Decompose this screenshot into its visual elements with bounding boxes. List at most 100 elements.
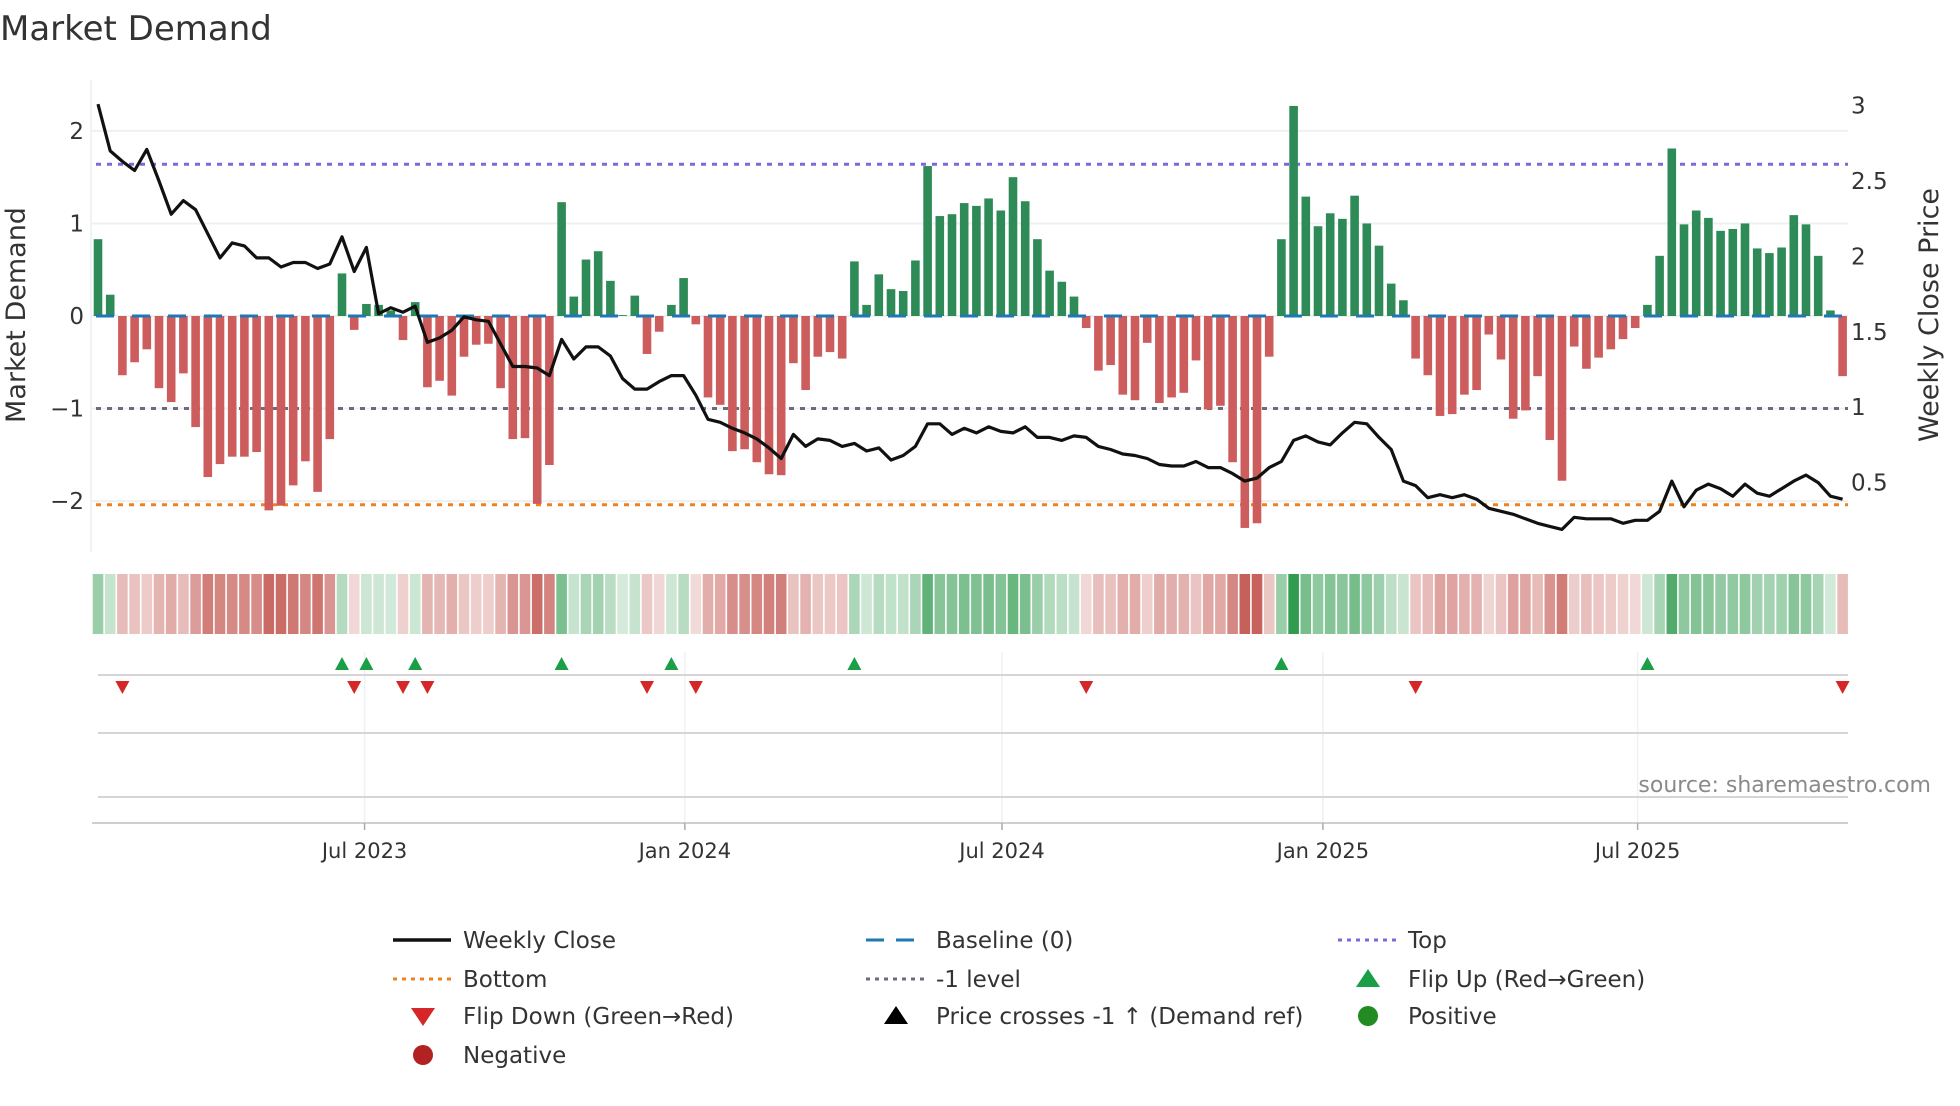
demand-bar: [1252, 316, 1262, 524]
demand-bar: [1081, 316, 1091, 329]
demand-bar: [1411, 316, 1420, 359]
heat-cell: [641, 574, 653, 634]
heat-cell: [629, 574, 641, 634]
demand-bar: [1362, 223, 1372, 316]
demand-bar: [715, 316, 725, 405]
heat-cell: [1434, 574, 1446, 634]
heat-cell: [446, 574, 458, 634]
heat-cell: [1080, 574, 1092, 634]
y2-tick-label: 0.5: [1851, 471, 1888, 497]
demand-bar: [1667, 148, 1677, 316]
heat-cell: [263, 574, 275, 634]
demand-bar: [1216, 316, 1225, 406]
demand-bar: [1789, 215, 1799, 316]
demand-bar: [1545, 316, 1555, 441]
heat-cell: [714, 574, 726, 634]
heat-cell: [1019, 574, 1031, 634]
heat-cell: [1154, 574, 1165, 634]
demand-bars: [93, 105, 1847, 528]
demand-bar: [1496, 316, 1506, 360]
heat-cell: [971, 574, 982, 634]
demand-bar: [1557, 316, 1567, 481]
demand-bar: [996, 210, 1006, 316]
heat-cell: [763, 574, 775, 634]
x-tick-label: Jul 2025: [1593, 839, 1680, 863]
demand-bar: [1728, 229, 1738, 316]
heat-cell: [727, 574, 738, 634]
demand-bar: [642, 316, 652, 354]
heat-cell: [1678, 574, 1690, 634]
demand-bar: [667, 304, 676, 316]
demand-bar: [1691, 210, 1701, 316]
demand-bar: [1264, 316, 1274, 357]
flip-up-marker: [664, 657, 679, 670]
demand-bar: [679, 278, 688, 316]
heat-cell: [1495, 574, 1507, 634]
flip-up-marker: [359, 657, 374, 670]
flip-down-marker: [1079, 681, 1094, 694]
demand-bar: [1582, 316, 1591, 369]
heat-cell: [1483, 574, 1495, 634]
demand-bar: [1020, 201, 1030, 316]
heat-cell: [1800, 574, 1812, 634]
legend: Weekly Close Baseline (0) Top Bottom -1 leve…: [393, 928, 1645, 1069]
heat-cell: [178, 574, 189, 634]
heat-cell: [1410, 574, 1421, 634]
demand-bar: [1191, 316, 1201, 361]
heat-cell: [1764, 574, 1775, 634]
heat-cell: [1385, 574, 1397, 634]
heat-cell: [897, 574, 909, 634]
heat-cell: [653, 574, 665, 634]
legend-triangle-down-icon: [411, 1008, 435, 1026]
legend-item: Positive: [1358, 1004, 1497, 1030]
demand-bar: [1716, 230, 1725, 316]
demand-bar: [1338, 218, 1347, 316]
y-tick-label: 1: [69, 211, 84, 237]
demand-bar: [1374, 245, 1384, 316]
heat-cell: [934, 574, 946, 634]
demand-bar: [1240, 316, 1250, 528]
legend-item: Price crosses -1 ↑ (Demand ref): [884, 1004, 1303, 1030]
heat-cell: [1215, 574, 1226, 634]
flip-down-marker: [1408, 681, 1423, 694]
demand-bar: [264, 316, 274, 511]
heat-cell: [397, 574, 409, 634]
heat-cell: [958, 574, 970, 634]
chart-title: Market Demand: [0, 9, 272, 49]
demand-bar: [886, 289, 896, 316]
demand-bar: [1630, 316, 1640, 329]
demand-bar: [1155, 316, 1164, 403]
demand-bar: [1289, 105, 1298, 316]
demand-bar: [105, 294, 115, 316]
demand-bar: [569, 296, 579, 316]
heat-cell: [617, 574, 628, 634]
demand-bar: [1069, 296, 1079, 316]
heat-cell: [922, 574, 933, 634]
heat-cell: [885, 574, 897, 634]
signal-panels: [92, 652, 1848, 824]
demand-bar: [459, 316, 469, 357]
heat-cell: [1300, 574, 1312, 634]
legend-triangle-up-icon: [1356, 969, 1380, 987]
heat-cell: [1105, 574, 1116, 634]
legend-item: Baseline (0): [866, 928, 1073, 954]
demand-bar: [1094, 316, 1103, 371]
demand-bar: [1826, 310, 1835, 316]
heat-cell: [1056, 574, 1068, 634]
y2-tick-label: 2.5: [1851, 169, 1888, 195]
demand-bar: [1386, 283, 1396, 316]
heat-cell: [605, 574, 616, 634]
demand-bar: [191, 316, 200, 428]
demand-bar: [728, 316, 737, 452]
legend-label: Top: [1407, 928, 1447, 954]
legend-label: Flip Up (Red→Green): [1408, 967, 1645, 993]
demand-bar: [1801, 224, 1811, 316]
demand-bar: [1399, 300, 1408, 316]
legend-item: -1 level: [866, 967, 1021, 993]
heat-cell: [1007, 574, 1019, 634]
heat-cell: [1642, 574, 1653, 634]
demand-bar: [313, 316, 322, 492]
demand-bar: [1521, 316, 1530, 411]
demand-bar: [1301, 196, 1311, 316]
